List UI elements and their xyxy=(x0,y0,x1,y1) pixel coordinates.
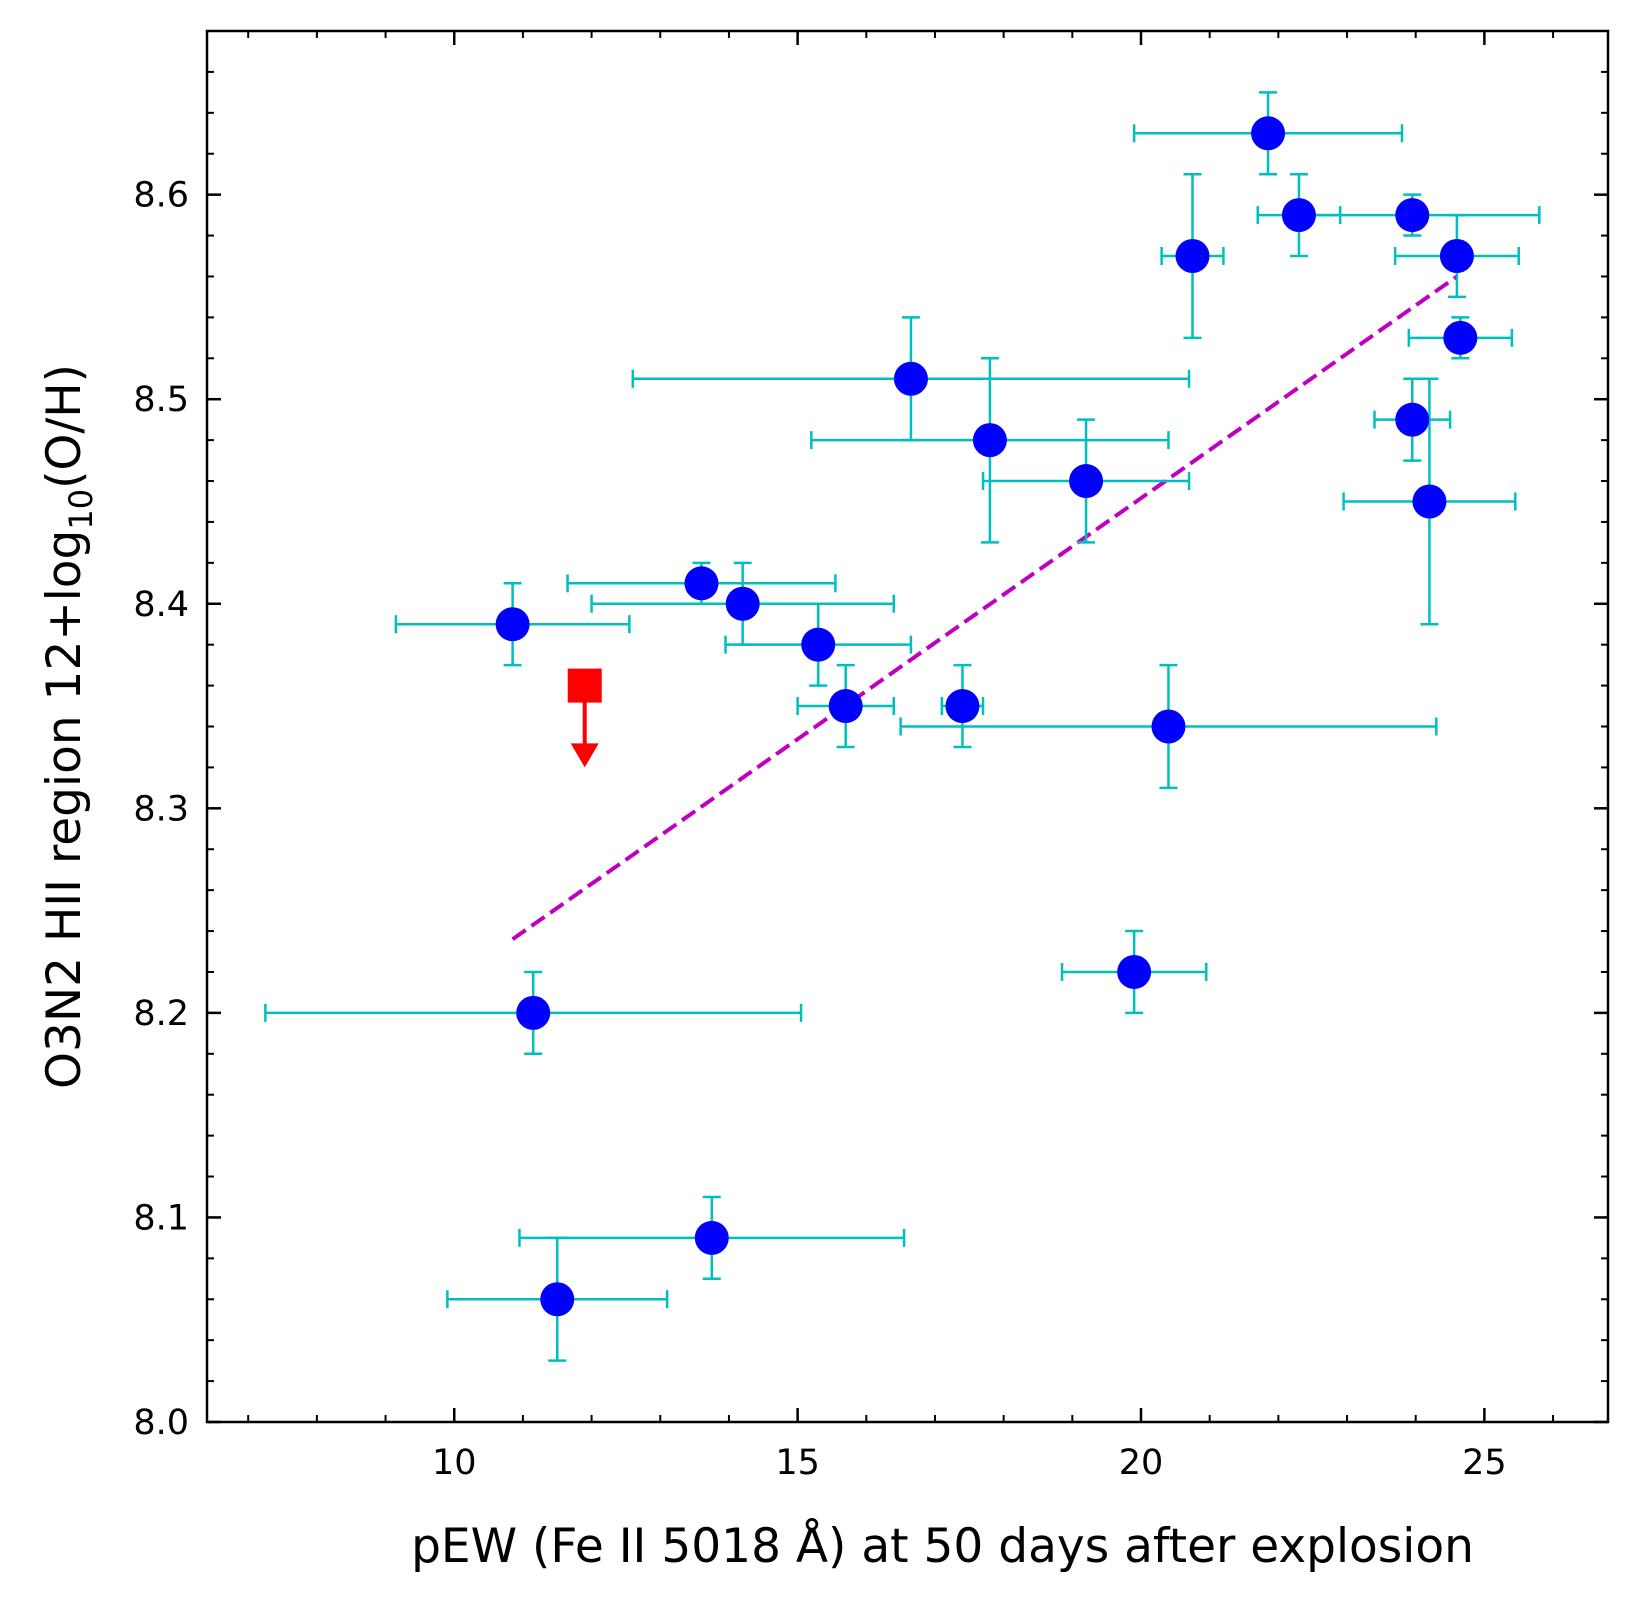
data-point xyxy=(495,607,530,642)
y-tick-label: 8.4 xyxy=(133,585,189,625)
upper-limit-arrow-head xyxy=(570,743,599,768)
data-point xyxy=(972,423,1007,458)
data-point xyxy=(1395,198,1430,233)
data-point xyxy=(1069,464,1104,499)
data-point xyxy=(945,689,980,724)
data-point xyxy=(1117,954,1152,989)
y-tick-label: 8.1 xyxy=(133,1198,189,1238)
data-point xyxy=(1412,484,1447,519)
points-layer xyxy=(495,116,1478,1317)
y-tick-label: 8.0 xyxy=(133,1403,189,1443)
upper-limit-marker xyxy=(567,668,602,703)
data-point xyxy=(1175,239,1210,274)
y-tick-label: 8.2 xyxy=(133,994,189,1034)
x-tick-label: 20 xyxy=(1119,1443,1164,1483)
data-point xyxy=(801,627,836,662)
data-point xyxy=(893,361,928,396)
y-tick-label: 8.5 xyxy=(133,380,189,420)
data-point xyxy=(516,995,551,1030)
data-point xyxy=(694,1220,729,1255)
y-tick-label: 8.3 xyxy=(133,789,189,829)
data-point xyxy=(684,566,719,601)
x-tick-labels: 10 15 20 25 xyxy=(432,1443,1507,1483)
x-axis-title: pEW (Fe II 5018 Å) at 50 days after expl… xyxy=(411,1519,1474,1574)
upper-limit-layer xyxy=(567,668,602,768)
data-point xyxy=(1443,320,1478,355)
x-tick-label: 25 xyxy=(1462,1443,1507,1483)
y-axis-title-subscript: 10 xyxy=(62,489,100,530)
x-tick-label: 10 xyxy=(432,1443,477,1483)
x-tick-label: 15 xyxy=(775,1443,820,1483)
data-point xyxy=(725,586,760,621)
data-point xyxy=(540,1282,575,1317)
data-point xyxy=(1251,116,1286,151)
plot-frame xyxy=(205,29,1610,1424)
y-tick-label: 8.6 xyxy=(133,176,189,216)
data-point xyxy=(828,689,863,724)
fit-line xyxy=(511,274,1459,941)
y-tick-labels: 8.0 8.1 8.2 8.3 8.4 8.5 8.6 xyxy=(133,176,189,1443)
y-axis-title: O3N2 HII region 12+log10(O/H) xyxy=(37,364,100,1089)
y-axis-title-suffix: (O/H) xyxy=(37,364,92,489)
y-axis-title-prefix: O3N2 HII region 12+log xyxy=(37,530,92,1089)
data-point xyxy=(1439,239,1474,274)
data-point xyxy=(1395,402,1430,437)
fit-line-layer xyxy=(511,274,1459,941)
data-point xyxy=(1151,709,1186,744)
data-point xyxy=(1281,198,1316,233)
